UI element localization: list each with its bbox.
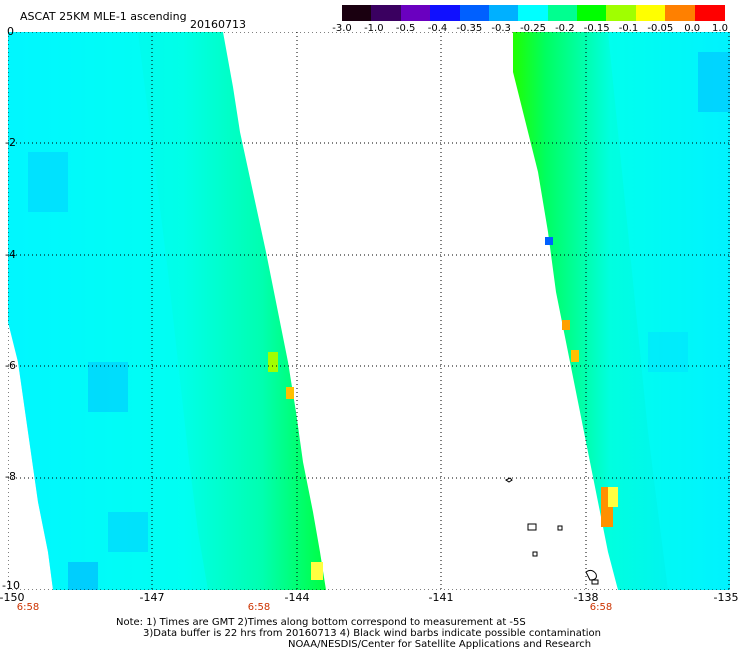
time-tick-0: 6:58 (16, 602, 40, 613)
colorbar-label: 1.0 (712, 23, 728, 34)
colorbar-label: -0.3 (491, 23, 511, 34)
colorbar-segment (430, 5, 461, 21)
colorbar (342, 5, 725, 21)
colorbar-segment (694, 5, 725, 21)
right-swath (513, 32, 730, 590)
colorbar-label: -0.35 (456, 23, 483, 34)
colorbar-label: -1.0 (364, 23, 384, 34)
colorbar-label: 0.0 (684, 23, 701, 34)
colorbar-segment (518, 5, 549, 21)
colorbar-segment (577, 5, 608, 21)
time-tick-2: 6:58 (589, 602, 613, 613)
y-tick-5: -10 (2, 579, 20, 592)
x-tick-0: -150 (0, 591, 25, 604)
colorbar-label: -0.2 (555, 23, 575, 34)
colorbar-segment (488, 5, 519, 21)
x-tick-3: -141 (428, 591, 454, 604)
colorbar-segment (635, 5, 666, 21)
x-tick-5: -135 (713, 591, 739, 604)
note-line-1: Note: 1) Times are GMT 2)Times along bot… (116, 617, 526, 628)
product-date: 20160713 (190, 18, 246, 31)
product-title: ASCAT 25KM MLE-1 ascending (20, 10, 187, 23)
y-tick-2: -4 (5, 248, 16, 261)
y-tick-1: -2 (5, 136, 16, 149)
x-tick-1: -147 (139, 591, 165, 604)
lat-lon-grid (8, 32, 730, 590)
island-outlines (505, 477, 599, 585)
note-line-3: NOAA/NESDIS/Center for Satellite Applica… (288, 639, 592, 650)
colorbar-label: -0.15 (583, 23, 610, 34)
colorbar-segment (459, 5, 490, 21)
time-tick-1: 6:58 (247, 602, 271, 613)
y-tick-0: 0 (7, 25, 14, 38)
colorbar-label: -0.25 (520, 23, 546, 34)
note-line-2: 3)Data buffer is 22 hrs from 20160713 4)… (143, 628, 601, 639)
wind-speed-map (8, 32, 730, 590)
colorbar-segment (342, 5, 372, 21)
y-tick-3: -6 (5, 359, 16, 372)
colorbar-segment (665, 5, 696, 21)
x-tick-2: -144 (284, 591, 310, 604)
colorbar-label: -0.5 (395, 23, 416, 34)
colorbar-label: -0.05 (647, 23, 674, 34)
colorbar-segment (371, 5, 402, 21)
colorbar-segment (547, 5, 578, 21)
colorbar-label: -3.0 (332, 23, 352, 34)
y-tick-4: -8 (5, 470, 16, 483)
colorbar-segment (400, 5, 431, 21)
x-tick-4: -138 (573, 591, 599, 604)
colorbar-label: -0.1 (618, 23, 639, 34)
colorbar-segment (606, 5, 637, 21)
colorbar-label: -0.4 (427, 23, 448, 34)
left-swath (8, 32, 326, 590)
